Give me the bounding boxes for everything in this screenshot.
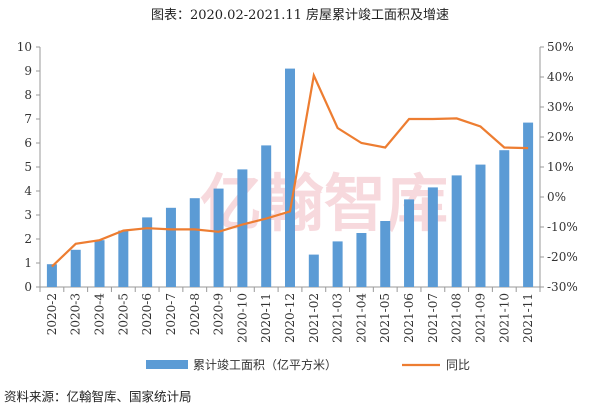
bar	[70, 249, 81, 287]
right-tick-label: -30%	[547, 280, 578, 294]
bar	[237, 169, 248, 287]
left-tick-label: 1	[24, 256, 32, 270]
bar	[213, 188, 224, 287]
x-tick-label: 2020-11	[259, 293, 273, 343]
x-tick-label: 2021-04	[354, 293, 368, 343]
left-tick-label: 0	[24, 280, 32, 294]
x-tick-label: 2020-4	[93, 293, 107, 336]
bar	[46, 264, 57, 287]
legend-line-label: 同比	[446, 358, 470, 372]
x-tick-label: 2021-06	[402, 293, 416, 343]
x-tick-label: 2021-08	[450, 293, 464, 343]
right-tick-label: 30%	[547, 100, 574, 114]
x-tick-label: 2020-2	[45, 293, 59, 335]
left-tick-label: 3	[24, 208, 32, 222]
bar	[94, 240, 105, 287]
legend-bar-swatch	[146, 360, 188, 369]
right-tick-label: 50%	[547, 40, 574, 54]
x-tick-label: 2020-6	[140, 293, 154, 335]
x-tick-label: 2021-11	[521, 293, 535, 343]
legend-bar-label: 累计竣工面积（亿平方米）	[193, 357, 337, 372]
x-tick-label: 2020-7	[164, 293, 178, 335]
left-tick-label: 8	[24, 88, 32, 102]
bar	[118, 230, 129, 287]
left-tick-label: 2	[24, 232, 32, 246]
right-tick-label: 0%	[547, 190, 566, 204]
bar	[285, 68, 295, 287]
bar	[523, 122, 534, 287]
right-tick-label: 40%	[547, 70, 574, 84]
x-tick-label: 2020-5	[116, 293, 130, 335]
bar	[380, 221, 391, 287]
x-tick-label: 2020-10	[235, 293, 249, 343]
bar	[404, 199, 415, 287]
x-tick-label: 2020-9	[212, 293, 226, 335]
x-tick-label: 2021-10	[497, 293, 511, 343]
x-tick-label: 2020-3	[69, 293, 83, 335]
x-tick-label: 2020-12	[283, 293, 297, 343]
x-tick-label: 2021-02	[307, 293, 321, 343]
bar	[451, 175, 462, 287]
bar	[475, 164, 486, 287]
x-tick-label: 2021-09	[473, 293, 487, 343]
bar	[499, 150, 510, 287]
source-note: 资料来源：亿翰智库、国家统计局	[4, 389, 192, 404]
bar	[165, 207, 176, 287]
x-tick-label: 2021-07	[426, 293, 440, 343]
bar	[427, 187, 438, 287]
bar	[332, 241, 343, 287]
right-tick-label: -20%	[547, 250, 578, 264]
left-tick-label: 5	[24, 160, 32, 174]
bar	[142, 217, 153, 287]
left-tick-label: 10	[17, 40, 32, 54]
x-tick-label: 2021-05	[378, 293, 392, 343]
left-tick-label: 9	[24, 64, 32, 78]
right-tick-label: -10%	[547, 220, 578, 234]
left-tick-label: 6	[24, 136, 32, 150]
x-tick-label: 2020-8	[188, 293, 202, 335]
left-tick-label: 7	[24, 112, 32, 126]
right-tick-label: 20%	[547, 130, 574, 144]
chart-title: 图表：2020.02-2021.11 房屋累计竣工面积及增速	[150, 8, 450, 23]
bar	[308, 254, 319, 287]
left-tick-label: 4	[24, 184, 32, 198]
right-tick-label: 10%	[547, 160, 574, 174]
x-tick-label: 2021-03	[331, 293, 345, 343]
bar	[189, 198, 200, 287]
bar	[261, 145, 272, 287]
bar	[356, 233, 367, 287]
